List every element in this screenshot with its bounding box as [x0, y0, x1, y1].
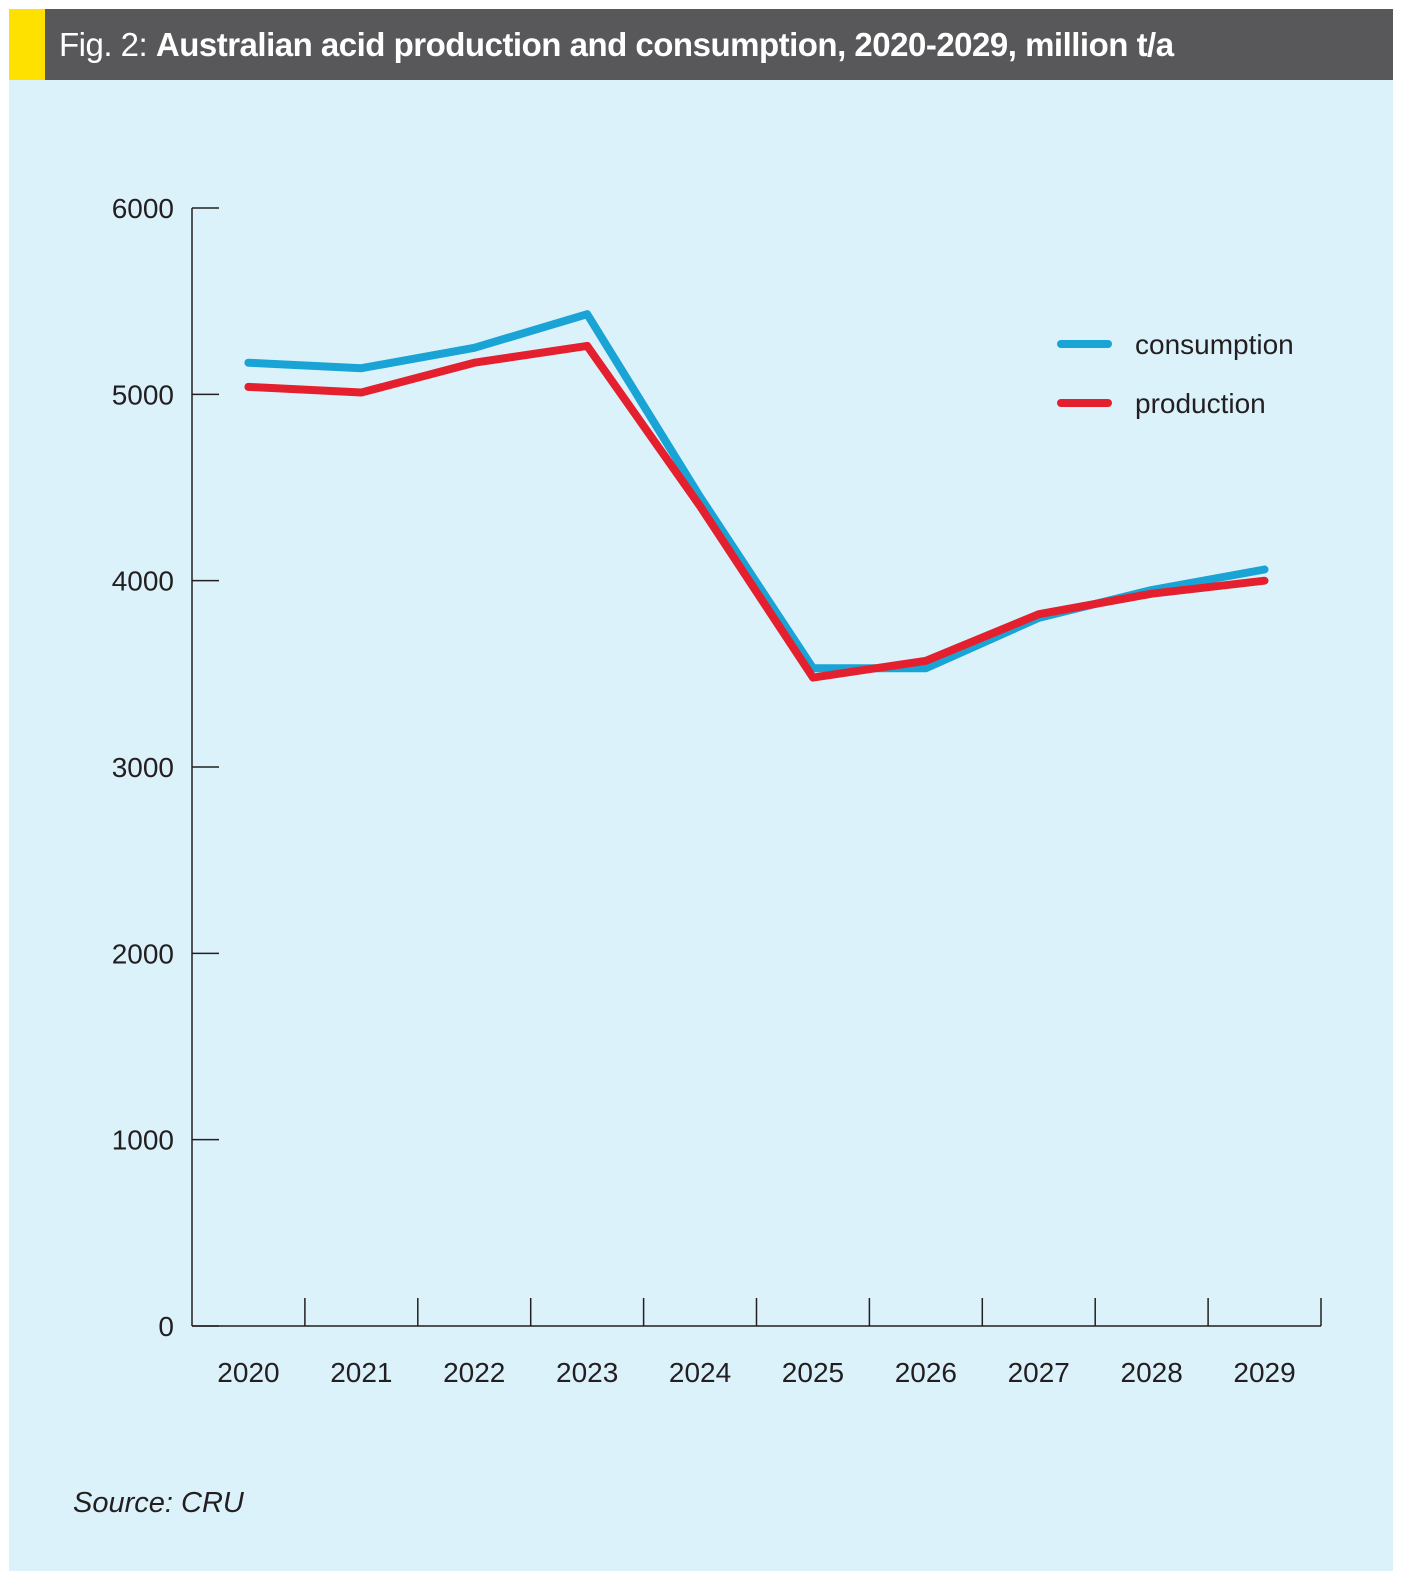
x-tick-label: 2021: [330, 1357, 392, 1388]
y-tick-label: 3000: [112, 752, 174, 783]
y-tick-label: 2000: [112, 938, 174, 969]
y-tick-label: 6000: [112, 193, 174, 224]
line-chart: 0 1000 2000 3000 4000 5000 6000 2020 2021 2022 202…: [112, 193, 1322, 1388]
figure-title-prefix: Fig. 2:: [59, 26, 156, 63]
header-accent-bar: [9, 9, 45, 80]
x-tick-label: 2024: [669, 1357, 731, 1388]
figure-header: Fig. 2: Australian acid production and c…: [9, 9, 1393, 80]
x-tick-label: 2025: [782, 1357, 844, 1388]
y-tick-label: 4000: [112, 566, 174, 597]
figure-panel: Fig. 2: Australian acid production and c…: [9, 9, 1393, 1571]
x-tick-label: 2026: [895, 1357, 957, 1388]
x-tick-label: 2020: [217, 1357, 279, 1388]
source-note: Source: CRU: [73, 1487, 244, 1519]
x-tick-label: 2029: [1233, 1357, 1295, 1388]
x-tick-label: 2022: [443, 1357, 505, 1388]
x-tick-label: 2028: [1121, 1357, 1183, 1388]
y-tick-label: 5000: [112, 379, 174, 410]
legend-label-consumption: consumption: [1135, 329, 1294, 360]
x-tick-label: 2027: [1008, 1357, 1070, 1388]
legend-label-production: production: [1135, 388, 1266, 419]
x-tick-label: 2023: [556, 1357, 618, 1388]
figure-title: Fig. 2: Australian acid production and c…: [59, 9, 1174, 80]
figure-title-main: Australian acid production and consumpti…: [155, 26, 1174, 63]
series-line-production: [244, 341, 1269, 682]
y-tick-label: 1000: [112, 1125, 174, 1156]
series-line-consumption: [244, 310, 1269, 673]
y-tick-label: 0: [158, 1311, 174, 1342]
